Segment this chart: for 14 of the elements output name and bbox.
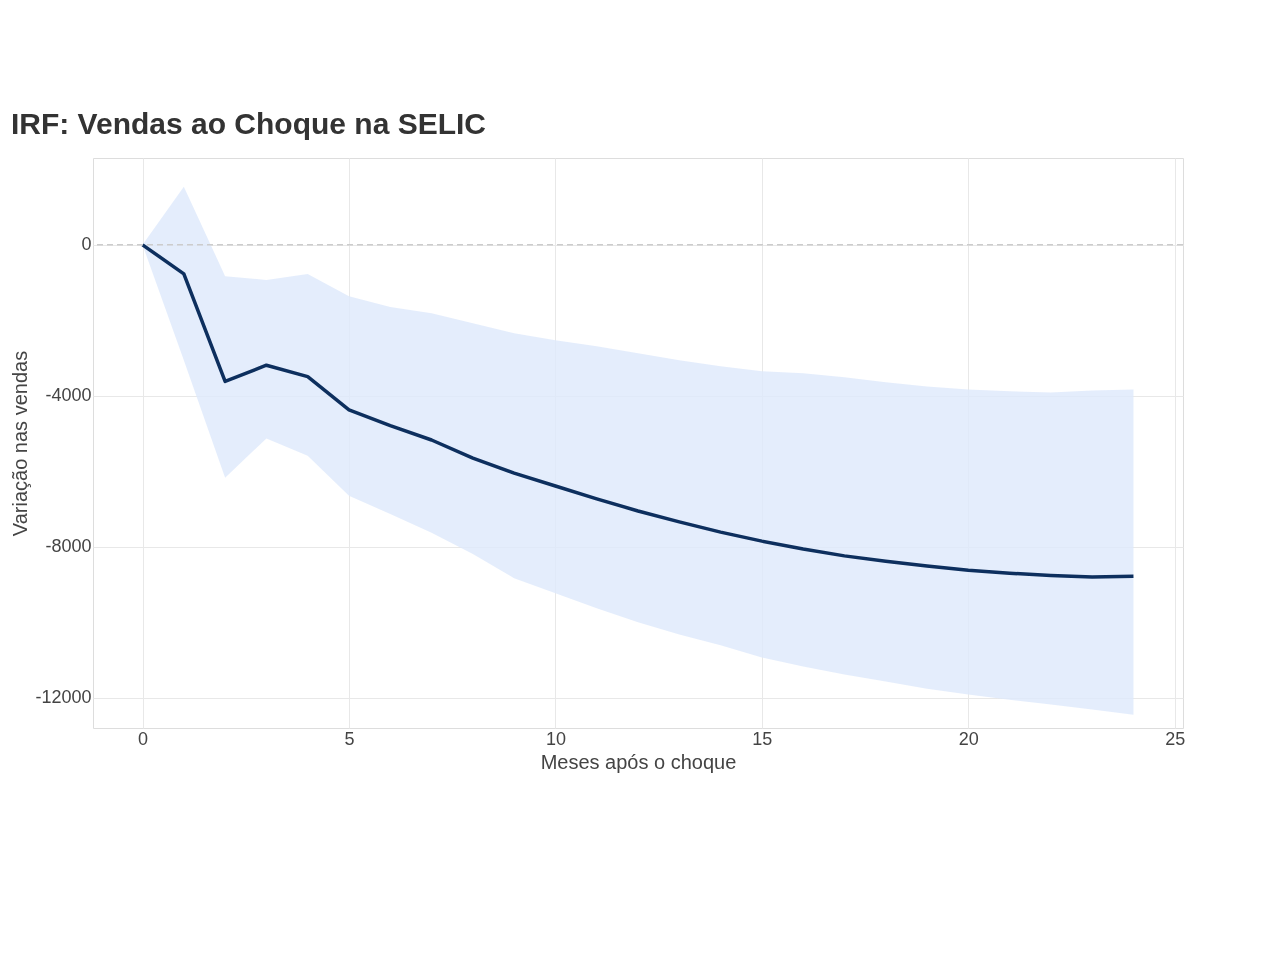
x-tick-label: 10 (545, 728, 566, 749)
y-axis-title: Variação nas vendas (9, 350, 32, 537)
x-tick-label: 25 (1165, 728, 1186, 749)
x-tick-label: 0 (138, 728, 149, 749)
x-tick-label: 15 (752, 728, 773, 749)
x-axis-title: Meses após o choque (540, 750, 737, 773)
chart-title: IRF: Vendas ao Choque na SELIC (10, 107, 487, 140)
line-series (140, 243, 1136, 579)
y-tick-label: -4000 (45, 385, 92, 406)
x-tick-label: 5 (344, 728, 355, 749)
x-tick-label: 20 (958, 728, 979, 749)
y-tick-label: 0 (81, 234, 92, 255)
y-tick-label: -12000 (35, 687, 92, 708)
y-tick-label: -8000 (45, 536, 92, 557)
